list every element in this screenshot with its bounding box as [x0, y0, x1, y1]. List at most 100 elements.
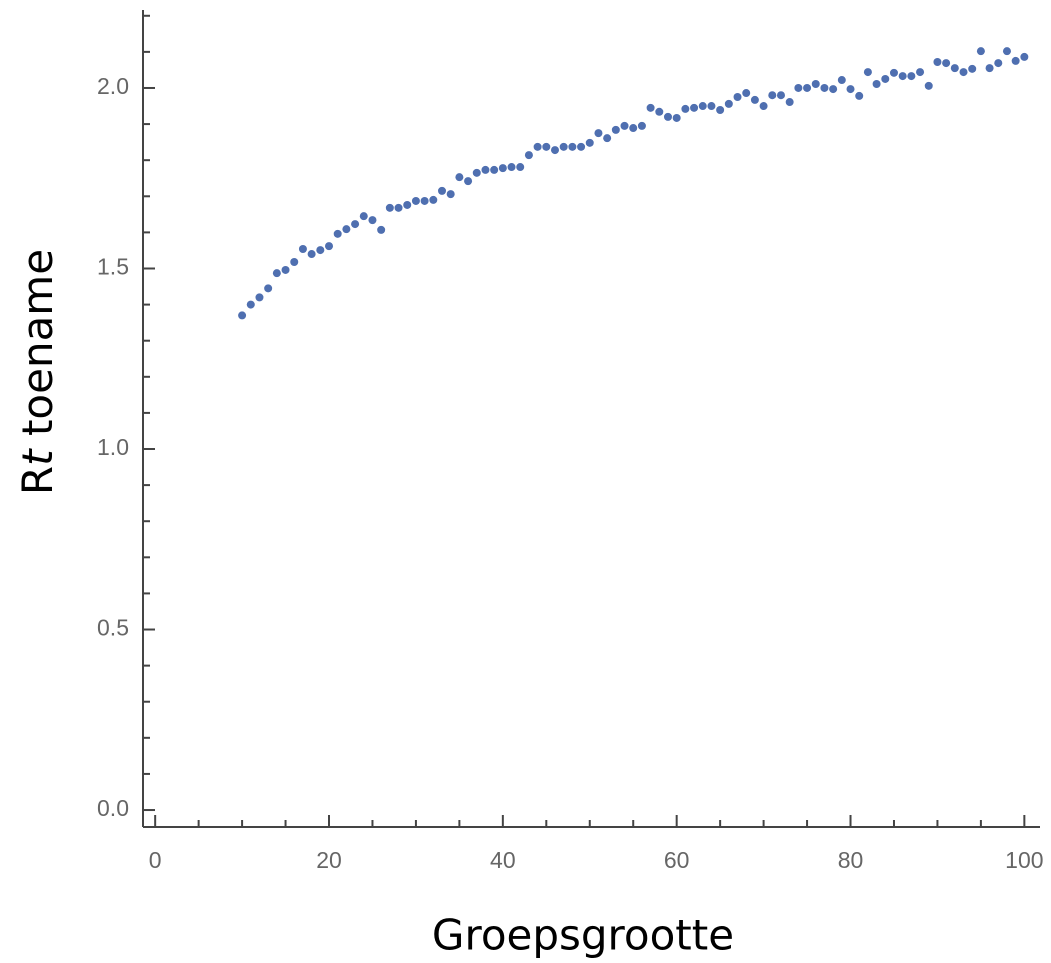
point	[629, 124, 638, 133]
point	[646, 103, 655, 112]
point	[907, 72, 916, 81]
point	[620, 121, 629, 130]
point	[342, 225, 351, 234]
point	[994, 59, 1003, 68]
point	[863, 68, 872, 77]
point	[359, 212, 368, 221]
point	[898, 72, 907, 81]
point	[498, 164, 507, 173]
point	[837, 76, 846, 85]
point	[603, 134, 612, 143]
y-axis-title: Rt toename	[13, 249, 62, 495]
point	[1011, 56, 1020, 65]
point	[272, 269, 281, 278]
point	[307, 250, 316, 259]
x-tick-label: 0	[149, 847, 162, 873]
x-tick-label: 100	[1005, 847, 1043, 873]
point	[724, 99, 733, 108]
point	[742, 89, 751, 98]
point	[1020, 52, 1029, 61]
point	[385, 203, 394, 212]
point	[976, 47, 985, 56]
point	[768, 91, 777, 100]
point	[611, 125, 620, 134]
point	[829, 85, 838, 94]
point	[524, 151, 533, 160]
point	[794, 83, 803, 92]
point	[507, 163, 516, 172]
point	[881, 74, 890, 83]
point	[759, 102, 768, 111]
point	[707, 102, 716, 111]
point	[889, 68, 898, 77]
point	[672, 113, 681, 122]
point	[438, 186, 446, 195]
point	[377, 225, 386, 234]
point	[516, 163, 525, 172]
point	[403, 200, 412, 209]
y-tick-label: 1.5	[97, 254, 129, 280]
point	[942, 59, 951, 68]
point	[716, 106, 725, 115]
point	[585, 138, 594, 147]
point	[533, 142, 542, 151]
point	[637, 121, 646, 130]
point	[481, 165, 490, 174]
point	[750, 95, 759, 104]
y-tick-label: 0.5	[97, 615, 129, 641]
point	[568, 142, 577, 151]
point	[368, 216, 377, 225]
y-tick-label: 1.0	[97, 434, 129, 460]
point	[577, 142, 586, 151]
point	[429, 195, 438, 204]
y-tick-label: 0.0	[97, 795, 129, 821]
point	[1002, 47, 1011, 56]
point	[411, 196, 420, 205]
point	[316, 246, 325, 255]
point	[472, 168, 481, 177]
point	[455, 173, 464, 182]
point	[803, 83, 812, 92]
point	[733, 93, 742, 102]
x-axis-title: Groepsgrootte	[432, 911, 734, 960]
point	[333, 229, 342, 238]
point	[950, 64, 959, 73]
point	[872, 80, 881, 89]
point	[281, 265, 290, 274]
x-tick-label: 20	[316, 847, 342, 873]
point	[698, 102, 707, 111]
y-title-part: R	[13, 466, 62, 495]
point	[690, 103, 699, 112]
point	[264, 284, 273, 293]
x-tick-label: 80	[838, 847, 864, 873]
point	[490, 165, 499, 174]
y-title-part: t	[13, 448, 62, 466]
point	[776, 91, 785, 100]
point	[968, 64, 977, 73]
point	[298, 244, 307, 253]
point	[855, 91, 864, 100]
y-tick-label: 2.0	[97, 73, 129, 99]
y-title-part: toename	[13, 249, 62, 449]
point	[985, 64, 994, 73]
point	[785, 98, 794, 107]
point	[325, 242, 334, 251]
point	[351, 220, 360, 229]
point	[916, 68, 925, 77]
point	[559, 142, 568, 151]
point	[655, 107, 664, 116]
point	[959, 68, 968, 77]
point	[550, 146, 559, 155]
point	[446, 190, 455, 199]
x-tick-label: 40	[490, 847, 516, 873]
point	[846, 85, 855, 94]
point	[290, 257, 299, 266]
point	[420, 196, 429, 205]
point	[246, 300, 255, 309]
point	[394, 203, 403, 212]
point	[924, 81, 933, 90]
point	[820, 83, 829, 92]
point	[542, 142, 551, 151]
